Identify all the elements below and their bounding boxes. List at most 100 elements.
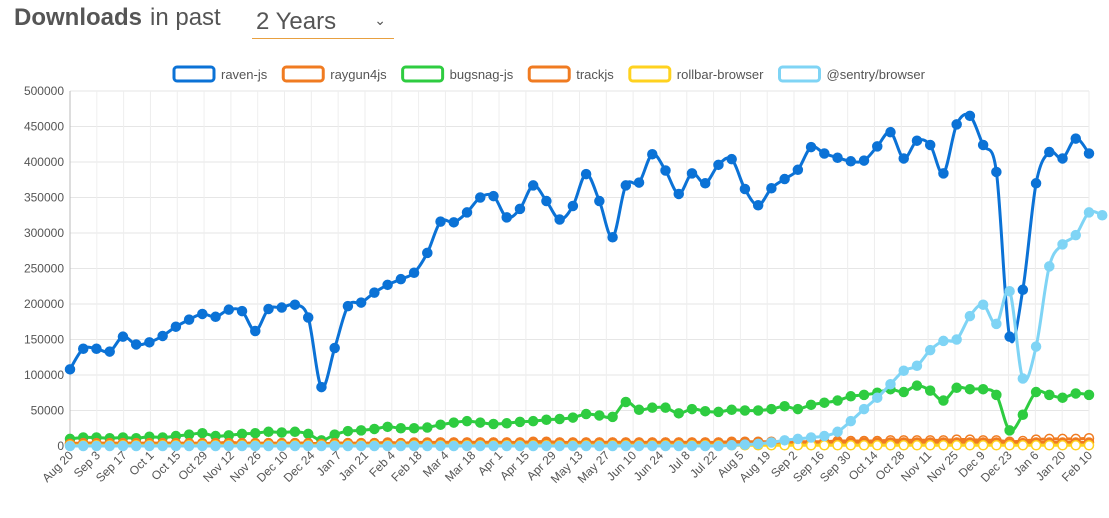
legend-swatch bbox=[281, 65, 325, 83]
data-point bbox=[832, 152, 843, 163]
data-point bbox=[858, 155, 870, 166]
data-point bbox=[289, 440, 301, 452]
data-point bbox=[752, 438, 764, 450]
data-point bbox=[157, 440, 168, 452]
legend-label: raygun4js bbox=[330, 67, 387, 82]
data-point bbox=[236, 428, 248, 440]
legend-item[interactable]: @sentry/browser bbox=[778, 65, 926, 83]
data-point bbox=[911, 380, 923, 391]
data-point bbox=[739, 405, 751, 416]
data-point bbox=[779, 435, 790, 446]
data-point bbox=[739, 183, 751, 195]
data-point bbox=[1044, 146, 1055, 158]
data-point bbox=[157, 330, 168, 342]
data-point bbox=[263, 440, 274, 452]
period-select[interactable]: 2 Years ⌄ bbox=[252, 6, 394, 39]
data-point bbox=[911, 440, 923, 451]
data-point bbox=[673, 188, 685, 200]
data-point bbox=[779, 173, 790, 185]
data-point bbox=[448, 217, 460, 228]
data-point bbox=[183, 314, 195, 325]
data-point bbox=[885, 378, 896, 390]
data-point bbox=[488, 190, 499, 202]
legend-item[interactable]: raygun4js bbox=[281, 65, 387, 83]
y-tick-label: 300000 bbox=[24, 226, 64, 240]
data-point bbox=[1070, 440, 1082, 451]
data-point bbox=[369, 423, 380, 435]
x-tick-label: Sep 17 bbox=[93, 448, 130, 485]
data-point bbox=[382, 421, 393, 433]
chevron-down-icon: ⌄ bbox=[374, 12, 386, 28]
data-point bbox=[435, 216, 446, 227]
data-point bbox=[130, 339, 142, 350]
data-point bbox=[726, 404, 737, 416]
data-point bbox=[514, 203, 526, 215]
data-point bbox=[699, 405, 711, 417]
legend-item[interactable]: rollbar-browser bbox=[628, 65, 764, 83]
data-point bbox=[607, 440, 618, 452]
x-tick-label: Apr 15 bbox=[497, 448, 532, 483]
data-point bbox=[924, 344, 936, 356]
legend-item[interactable]: bugsnag-js bbox=[401, 65, 514, 83]
data-point bbox=[448, 440, 460, 452]
data-point bbox=[223, 440, 235, 452]
data-point bbox=[819, 397, 830, 408]
data-point bbox=[977, 383, 989, 395]
data-point bbox=[1017, 409, 1029, 421]
data-point bbox=[183, 440, 195, 452]
period-value: 2 Years bbox=[256, 8, 337, 35]
legend-label: trackjs bbox=[576, 67, 614, 82]
data-point bbox=[686, 168, 698, 179]
data-point bbox=[316, 440, 327, 452]
data-point bbox=[938, 395, 949, 406]
legend-item[interactable]: trackjs bbox=[527, 65, 614, 83]
legend-swatch bbox=[172, 65, 216, 83]
legend-item[interactable]: raven-js bbox=[172, 65, 268, 83]
data-point bbox=[1044, 261, 1055, 272]
data-point bbox=[250, 427, 261, 439]
data-point bbox=[316, 381, 327, 393]
data-point bbox=[1083, 207, 1095, 218]
data-point bbox=[488, 440, 499, 452]
data-point bbox=[594, 440, 605, 452]
data-point bbox=[501, 418, 512, 429]
downloads-chart: 0 50000 100000 150000 200000 250000 300000 3500… bbox=[24, 65, 1108, 486]
data-point bbox=[104, 440, 115, 452]
data-point bbox=[382, 440, 393, 452]
data-point bbox=[819, 440, 830, 451]
data-point bbox=[607, 232, 618, 243]
data-point bbox=[527, 415, 539, 427]
data-point bbox=[845, 391, 857, 402]
data-point bbox=[461, 415, 473, 427]
data-point bbox=[964, 383, 976, 395]
data-point bbox=[210, 440, 221, 452]
data-point bbox=[699, 440, 711, 452]
data-point bbox=[541, 195, 552, 207]
data-point bbox=[408, 267, 420, 279]
data-point bbox=[369, 287, 380, 298]
data-point bbox=[302, 312, 314, 323]
data-point bbox=[1004, 331, 1015, 342]
data-point bbox=[964, 310, 976, 322]
data-point bbox=[501, 212, 512, 223]
data-point bbox=[832, 426, 843, 438]
data-point bbox=[236, 305, 248, 317]
data-point bbox=[250, 440, 261, 452]
data-point bbox=[567, 200, 579, 212]
data-point bbox=[170, 440, 182, 452]
data-point bbox=[620, 180, 632, 191]
data-point bbox=[1070, 388, 1082, 399]
data-point bbox=[832, 440, 843, 451]
data-point bbox=[541, 414, 552, 425]
data-point bbox=[422, 440, 433, 452]
data-point bbox=[633, 177, 645, 188]
legend-label: raven-js bbox=[221, 67, 268, 82]
data-point bbox=[77, 440, 89, 452]
data-point bbox=[938, 440, 949, 451]
y-tick-label: 0 bbox=[57, 439, 64, 453]
data-point bbox=[342, 440, 354, 452]
y-tick-label: 100000 bbox=[24, 368, 64, 382]
y-tick-label: 350000 bbox=[24, 191, 64, 205]
data-point bbox=[183, 429, 195, 440]
data-point bbox=[250, 325, 261, 337]
